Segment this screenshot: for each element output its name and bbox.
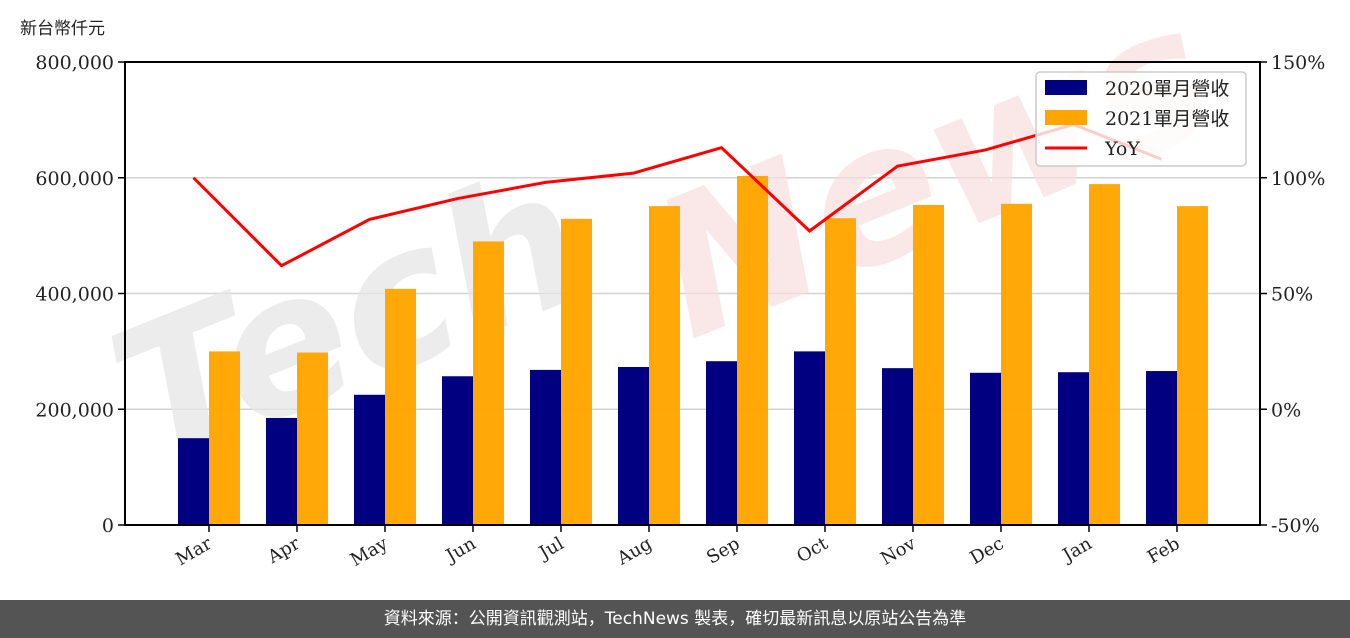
left-tick-label: 600,000 (35, 168, 114, 190)
legend-label: 2020單月營收 (1105, 78, 1229, 100)
x-tick-label: Sep (703, 533, 743, 568)
x-tick-label: Oct (793, 533, 832, 568)
bar-2020-dec (970, 372, 1001, 525)
bar-2021-nov (913, 204, 944, 526)
left-tick-label: 400,000 (35, 284, 114, 306)
right-tick-label: 50% (1271, 284, 1313, 306)
bar-2021-jun (473, 241, 504, 525)
revenue-chart: Tech News 0200,000400,000600,000800,000-5… (35, 0, 1325, 571)
bar-2020-sep (706, 361, 737, 525)
legend: 2020單月營收 2021單月營收 YoY (1035, 71, 1247, 167)
x-tick-label: Jun (441, 533, 480, 568)
x-tick-label: Aug (613, 533, 656, 570)
bar-2020-apr (266, 417, 297, 525)
bar-2020-may (354, 394, 385, 525)
legend-label: 2021單月營收 (1105, 108, 1229, 130)
right-tick-label: 150% (1271, 52, 1325, 74)
bar-2021-jan (1089, 184, 1120, 525)
right-tick-label: -50% (1271, 515, 1320, 537)
legend-box (1035, 71, 1247, 167)
bar-2020-aug (618, 367, 649, 525)
y-axis-unit-label: 新台幣仟元 (20, 19, 105, 39)
bar-2020-jul (530, 369, 561, 525)
x-tick-label: Feb (1144, 533, 1184, 568)
x-tick-label: Apr (263, 533, 303, 568)
legend-swatch (1045, 80, 1087, 95)
bar-2021-oct (825, 218, 856, 525)
x-tick-label: Mar (172, 533, 216, 570)
bar-2021-dec (1001, 203, 1032, 525)
x-tick-label: Nov (877, 533, 920, 570)
bar-2021-mar (209, 351, 240, 525)
bar-series (178, 176, 1208, 526)
source-footer: 資料來源：公開資訊觀測站，TechNews 製表，確切最新訊息以原站公告為準 (0, 600, 1350, 638)
bar-2021-jul (561, 218, 592, 525)
bar-2021-apr (297, 352, 328, 525)
left-tick-label: 200,000 (35, 399, 114, 421)
x-tick-label: Jan (1058, 533, 1096, 567)
bar-2020-jan (1058, 372, 1089, 525)
bar-2021-may (385, 288, 416, 525)
bar-2020-nov (882, 368, 913, 525)
bar-2020-jun (442, 376, 473, 525)
x-tick-label: Dec (967, 533, 1008, 569)
right-tick-label: 100% (1271, 168, 1325, 190)
bar-2021-feb (1177, 206, 1208, 525)
yoy-line (192, 122, 1163, 268)
left-tick-label: 0 (102, 515, 114, 537)
left-tick-label: 800,000 (35, 52, 114, 74)
yoy-line-series (192, 122, 1163, 268)
bar-2021-sep (737, 176, 768, 526)
bar-2020-feb (1146, 371, 1177, 525)
bar-2020-mar (178, 438, 209, 525)
bar-2021-aug (649, 206, 680, 525)
legend-swatch (1045, 110, 1087, 125)
legend-label: YoY (1104, 138, 1140, 160)
bar-2020-oct (794, 351, 825, 525)
right-tick-label: 0% (1271, 399, 1301, 421)
x-tick-label: May (347, 533, 392, 571)
x-tick-label: Jul (534, 533, 568, 565)
